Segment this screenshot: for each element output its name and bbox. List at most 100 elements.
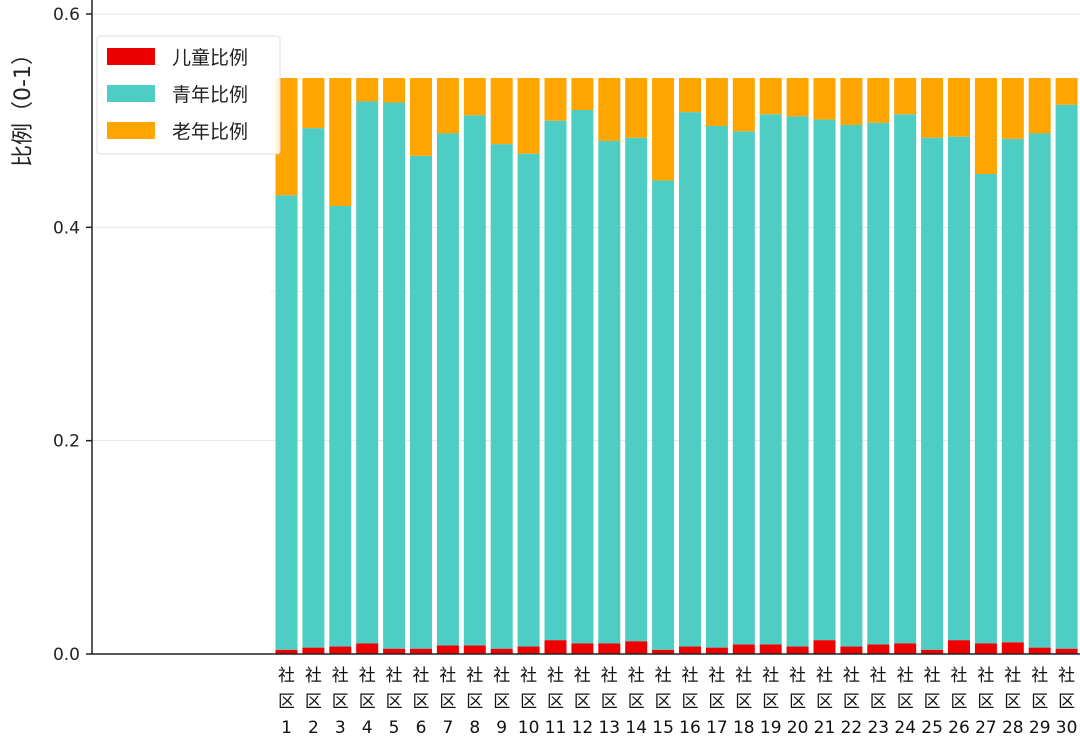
bar-segment bbox=[491, 78, 513, 144]
x-tick-label: 社区8社区8 bbox=[466, 666, 483, 738]
x-tick-label-part: 社 bbox=[520, 666, 537, 686]
bar-segment bbox=[733, 78, 755, 131]
x-tick-label-part: 区 bbox=[520, 692, 537, 712]
bar-segment bbox=[437, 78, 459, 133]
x-tick-label-part: 8 bbox=[469, 718, 480, 738]
bar-segment bbox=[1002, 78, 1024, 139]
x-tick-label-part: 社 bbox=[1031, 666, 1048, 686]
bar-segment bbox=[625, 138, 647, 641]
bar-segment bbox=[706, 78, 728, 126]
x-tick-label-part: 区 bbox=[682, 692, 699, 712]
bar-segment bbox=[329, 78, 351, 206]
bar-segment bbox=[948, 137, 970, 640]
bar-segment bbox=[975, 643, 997, 654]
bar-segment bbox=[1002, 642, 1024, 654]
bar-segment bbox=[437, 645, 459, 654]
y-tick-label: 0.2 bbox=[53, 432, 80, 452]
x-tick-label-part: 社 bbox=[332, 666, 349, 686]
x-tick-label: 社区17社区17 bbox=[706, 666, 728, 738]
bar-segment bbox=[356, 643, 378, 654]
bar-segment bbox=[867, 78, 889, 123]
x-tick-label-part: 20 bbox=[787, 718, 809, 738]
x-tick-label-part: 社 bbox=[816, 666, 833, 686]
bar-segment bbox=[410, 78, 432, 156]
bar-segment bbox=[625, 78, 647, 138]
x-tick-label-part: 社 bbox=[439, 666, 456, 686]
bar-segment bbox=[545, 121, 567, 640]
x-tick-label-part: 区 bbox=[439, 692, 456, 712]
x-tick-label-part: 6 bbox=[416, 718, 427, 738]
bar-segment bbox=[760, 644, 782, 654]
bar-segment bbox=[706, 648, 728, 654]
x-tick-label: 社区14社区14 bbox=[625, 666, 647, 738]
x-tick-label-part: 社 bbox=[682, 666, 699, 686]
x-tick-label: 社区18社区18 bbox=[733, 666, 755, 738]
bar-segment bbox=[302, 128, 324, 647]
x-tick-label-part: 社 bbox=[1058, 666, 1075, 686]
bar-segment bbox=[518, 647, 540, 654]
bar-segment bbox=[383, 649, 405, 654]
bar-segment bbox=[518, 154, 540, 647]
x-tick-label-part: 12 bbox=[572, 718, 594, 738]
bar-segment bbox=[787, 116, 809, 646]
x-tick-label-part: 23 bbox=[867, 718, 889, 738]
x-tick-label-part: 2 bbox=[308, 718, 319, 738]
x-tick-label-part: 区 bbox=[924, 692, 941, 712]
x-tick-label-part: 区 bbox=[1031, 692, 1048, 712]
x-tick-label-part: 区 bbox=[413, 692, 430, 712]
x-tick-label: 社区25社区25 bbox=[921, 666, 943, 738]
x-tick-label-part: 17 bbox=[706, 718, 728, 738]
x-tick-label: 社区19社区19 bbox=[760, 666, 782, 738]
x-tick-label: 社区23社区23 bbox=[867, 666, 889, 738]
x-tick-label-part: 4 bbox=[362, 718, 373, 738]
bar-segment bbox=[464, 115, 486, 645]
legend-label: 老年比例 bbox=[172, 121, 248, 143]
bar-segment bbox=[491, 144, 513, 649]
bar-segment bbox=[464, 78, 486, 115]
x-tick-label-part: 区 bbox=[951, 692, 968, 712]
bar-segment bbox=[383, 103, 405, 649]
bar-segment bbox=[760, 114, 782, 644]
bar-segment bbox=[571, 110, 593, 643]
x-tick-label-part: 13 bbox=[598, 718, 620, 738]
bar-segment bbox=[545, 640, 567, 654]
legend-swatch bbox=[107, 122, 155, 139]
bar-segment bbox=[733, 644, 755, 654]
x-tick-label-part: 区 bbox=[386, 692, 403, 712]
bar-segment bbox=[356, 101, 378, 643]
x-tick-label: 社区4社区4 bbox=[359, 666, 376, 738]
x-tick-label-part: 1 bbox=[281, 718, 292, 738]
bar-segment bbox=[652, 180, 674, 649]
bar-segment bbox=[760, 78, 782, 114]
bar-segment bbox=[733, 131, 755, 644]
y-tick-label: 0.6 bbox=[53, 5, 80, 25]
x-tick-label: 社区3社区3 bbox=[332, 666, 349, 738]
bar-segment bbox=[302, 78, 324, 128]
bar-segment bbox=[840, 78, 862, 125]
bar-segment bbox=[571, 643, 593, 654]
bar-segment bbox=[948, 78, 970, 137]
y-ticks: 0.0 0.2 0.4 0.6 bbox=[53, 5, 92, 665]
x-tick-label: 社区11社区11 bbox=[545, 666, 567, 738]
y-axis-label: 比例（0-1） bbox=[11, 43, 36, 167]
bar-segment bbox=[1056, 649, 1078, 654]
x-tick-label-part: 社 bbox=[628, 666, 645, 686]
bar-segment bbox=[518, 78, 540, 154]
y-tick-label: 0.4 bbox=[53, 218, 80, 238]
bar-segment bbox=[948, 640, 970, 654]
bar-segment bbox=[571, 78, 593, 110]
y-tick-label: 0.0 bbox=[53, 645, 80, 665]
x-tick-label: 社区16社区16 bbox=[679, 666, 701, 738]
bar-segment bbox=[464, 645, 486, 654]
bar-segment bbox=[1029, 133, 1051, 647]
x-tick-label: 社区27社区27 bbox=[975, 666, 997, 738]
bar-segment bbox=[787, 78, 809, 116]
bar-segment bbox=[302, 648, 324, 654]
bar-segment bbox=[437, 133, 459, 645]
x-tick-label-part: 区 bbox=[466, 692, 483, 712]
x-tick-label-part: 社 bbox=[977, 666, 994, 686]
x-tick-label-part: 28 bbox=[1002, 718, 1024, 738]
x-tick-label: 社区5社区5 bbox=[386, 666, 403, 738]
bar-segment bbox=[706, 126, 728, 648]
